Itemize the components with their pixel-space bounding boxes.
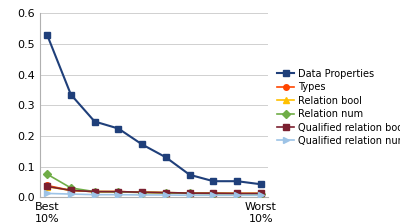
Relation bool	[235, 192, 240, 195]
Relation num	[235, 192, 240, 195]
Types	[116, 190, 121, 193]
Qualified relation bool	[235, 192, 240, 195]
Qualified relation bool	[211, 192, 216, 194]
Types	[164, 192, 168, 194]
Types	[45, 184, 50, 187]
Data Properties	[187, 173, 192, 176]
Relation bool	[187, 192, 192, 194]
Relation num	[164, 192, 168, 194]
Qualified relation num	[116, 193, 121, 196]
Line: Data Properties: Data Properties	[44, 32, 264, 187]
Types	[68, 189, 73, 192]
Relation num	[92, 190, 97, 193]
Qualified relation num	[92, 193, 97, 196]
Line: Relation bool: Relation bool	[44, 184, 264, 196]
Qualified relation bool	[45, 185, 50, 188]
Data Properties	[140, 143, 144, 146]
Qualified relation bool	[258, 192, 263, 195]
Relation bool	[116, 190, 121, 193]
Types	[258, 192, 263, 195]
Qualified relation bool	[116, 190, 121, 193]
Data Properties	[164, 156, 168, 159]
Qualified relation num	[235, 194, 240, 197]
Qualified relation num	[211, 194, 216, 197]
Qualified relation num	[45, 192, 50, 195]
Data Properties	[211, 180, 216, 183]
Relation bool	[45, 185, 50, 188]
Data Properties	[258, 183, 263, 186]
Relation bool	[164, 191, 168, 194]
Types	[211, 192, 216, 195]
Qualified relation bool	[68, 189, 73, 192]
Line: Types: Types	[44, 183, 264, 196]
Relation bool	[258, 192, 263, 195]
Legend: Data Properties, Types, Relation bool, Relation num, Qualified relation bool, Qu: Data Properties, Types, Relation bool, R…	[277, 69, 400, 146]
Data Properties	[45, 34, 50, 36]
Qualified relation num	[140, 194, 144, 196]
Data Properties	[92, 120, 97, 123]
Qualified relation num	[164, 194, 168, 196]
Relation bool	[140, 191, 144, 194]
Qualified relation num	[258, 194, 263, 197]
Line: Qualified relation bool: Qualified relation bool	[44, 184, 264, 196]
Data Properties	[116, 127, 121, 130]
Line: Relation num: Relation num	[44, 171, 264, 197]
Qualified relation bool	[140, 191, 144, 194]
Qualified relation bool	[187, 192, 192, 194]
Line: Qualified relation num: Qualified relation num	[44, 191, 264, 198]
Data Properties	[68, 93, 73, 96]
Relation num	[258, 193, 263, 195]
Relation num	[211, 192, 216, 195]
Qualified relation bool	[92, 190, 97, 193]
Data Properties	[235, 180, 240, 183]
Types	[235, 192, 240, 195]
Qualified relation num	[187, 194, 192, 197]
Relation num	[45, 173, 50, 176]
Relation num	[140, 191, 144, 194]
Relation num	[116, 191, 121, 193]
Qualified relation num	[68, 193, 73, 195]
Types	[187, 192, 192, 194]
Types	[92, 190, 97, 193]
Qualified relation bool	[164, 191, 168, 194]
Types	[140, 191, 144, 194]
Relation num	[187, 192, 192, 195]
Relation bool	[92, 190, 97, 193]
Relation bool	[68, 189, 73, 192]
Relation num	[68, 187, 73, 189]
Relation bool	[211, 192, 216, 194]
